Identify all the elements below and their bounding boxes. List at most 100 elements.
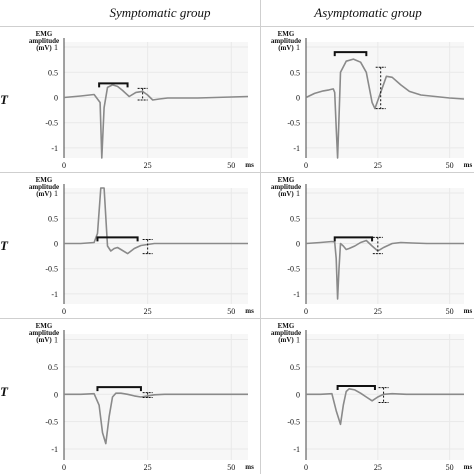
y-tick-label: 0.5 xyxy=(48,214,58,223)
y-tick-label: -0.5 xyxy=(287,418,300,427)
y-tick-label: -1 xyxy=(293,290,300,299)
x-tick-label: 50 xyxy=(227,463,235,472)
latency-bracket xyxy=(333,51,368,57)
y-tick-label: -1 xyxy=(51,445,58,454)
x-tick-label: 50 xyxy=(227,161,235,170)
emg-trace xyxy=(64,187,248,255)
divider xyxy=(0,318,474,319)
y-axis-label: (mV) xyxy=(36,44,52,52)
x-tick-label: 25 xyxy=(144,307,152,316)
y-tick-label: -0.5 xyxy=(45,265,58,274)
latency-bracket xyxy=(98,82,129,88)
y-tick-label: 0.5 xyxy=(290,68,300,77)
y-tick-label: 1 xyxy=(54,189,58,198)
x-tick-label: 0 xyxy=(304,161,308,170)
plot-area xyxy=(64,188,248,304)
x-tick-label: 50 xyxy=(446,307,454,316)
y-axis-label: amplitude xyxy=(271,329,301,337)
emg-trace xyxy=(305,239,464,300)
latency-bracket xyxy=(336,385,376,391)
emg-trace xyxy=(305,58,465,159)
x-unit-label: ms xyxy=(245,307,254,315)
header-symptomatic: Symptomatic group xyxy=(109,5,211,20)
divider xyxy=(260,0,261,474)
x-tick-label: 0 xyxy=(304,463,308,472)
emg-trace xyxy=(63,84,249,159)
y-tick-label: 0 xyxy=(296,239,300,248)
y-axis-label: EMG xyxy=(36,30,53,38)
y-tick-label: 0 xyxy=(54,390,58,399)
x-unit-label: ms xyxy=(245,463,254,471)
row-label: T xyxy=(0,238,8,253)
latency-bracket xyxy=(333,236,374,242)
y-axis-label: (mV) xyxy=(36,336,52,344)
y-tick-label: 1 xyxy=(296,43,300,52)
plot-area xyxy=(306,334,464,460)
y-tick-label: 0 xyxy=(54,93,58,102)
y-axis-label: amplitude xyxy=(29,329,59,337)
y-tick-label: -0.5 xyxy=(45,119,58,128)
x-tick-label: 0 xyxy=(62,463,66,472)
y-axis-label: amplitude xyxy=(29,37,59,45)
row-label: T xyxy=(0,92,8,107)
y-tick-label: 0 xyxy=(296,390,300,399)
x-tick-label: 50 xyxy=(227,307,235,316)
emg-trace xyxy=(306,388,464,426)
y-tick-label: -1 xyxy=(293,445,300,454)
y-axis-label: EMG xyxy=(36,322,53,330)
x-unit-label: ms xyxy=(464,463,473,471)
x-tick-label: 50 xyxy=(446,463,454,472)
latency-bracket xyxy=(96,386,142,392)
x-tick-label: 50 xyxy=(446,161,454,170)
x-tick-label: 25 xyxy=(144,463,152,472)
y-axis-label: EMG xyxy=(36,176,53,184)
plot-area xyxy=(306,42,464,158)
y-tick-label: 0.5 xyxy=(290,363,300,372)
x-tick-label: 0 xyxy=(62,161,66,170)
y-axis-label: (mV) xyxy=(278,44,294,52)
y-tick-label: -1 xyxy=(51,290,58,299)
y-axis-label: EMG xyxy=(278,176,295,184)
y-tick-label: 0 xyxy=(54,239,58,248)
row-label: T xyxy=(0,384,8,399)
latency-bracket xyxy=(96,236,139,242)
x-tick-label: 0 xyxy=(304,307,308,316)
y-tick-label: -0.5 xyxy=(287,119,300,128)
y-tick-label: 0.5 xyxy=(290,214,300,223)
x-tick-label: 25 xyxy=(144,161,152,170)
x-unit-label: ms xyxy=(245,161,254,169)
y-axis-label: amplitude xyxy=(29,183,59,191)
y-tick-label: 1 xyxy=(296,335,300,344)
x-tick-label: 25 xyxy=(374,307,382,316)
y-tick-label: -0.5 xyxy=(287,265,300,274)
y-tick-label: -1 xyxy=(293,144,300,153)
y-axis-label: (mV) xyxy=(36,190,52,198)
y-axis-label: EMG xyxy=(278,322,295,330)
y-axis-label: (mV) xyxy=(278,336,294,344)
y-tick-label: 0.5 xyxy=(48,68,58,77)
x-tick-label: 25 xyxy=(374,463,382,472)
y-tick-label: -0.5 xyxy=(45,418,58,427)
y-tick-label: 1 xyxy=(54,335,58,344)
plot-area xyxy=(64,334,248,460)
x-unit-label: ms xyxy=(464,161,473,169)
y-tick-label: -1 xyxy=(51,144,58,153)
y-tick-label: 0 xyxy=(296,93,300,102)
y-tick-label: 1 xyxy=(54,43,58,52)
divider xyxy=(0,172,474,173)
divider xyxy=(0,26,474,27)
y-tick-label: 0.5 xyxy=(48,363,58,372)
x-unit-label: ms xyxy=(464,307,473,315)
y-axis-label: EMG xyxy=(278,30,295,38)
y-axis-label: amplitude xyxy=(271,183,301,191)
header-asymptomatic: Asymptomatic group xyxy=(314,5,422,20)
x-tick-label: 25 xyxy=(374,161,382,170)
emg-trace xyxy=(64,392,248,445)
y-tick-label: 1 xyxy=(296,189,300,198)
